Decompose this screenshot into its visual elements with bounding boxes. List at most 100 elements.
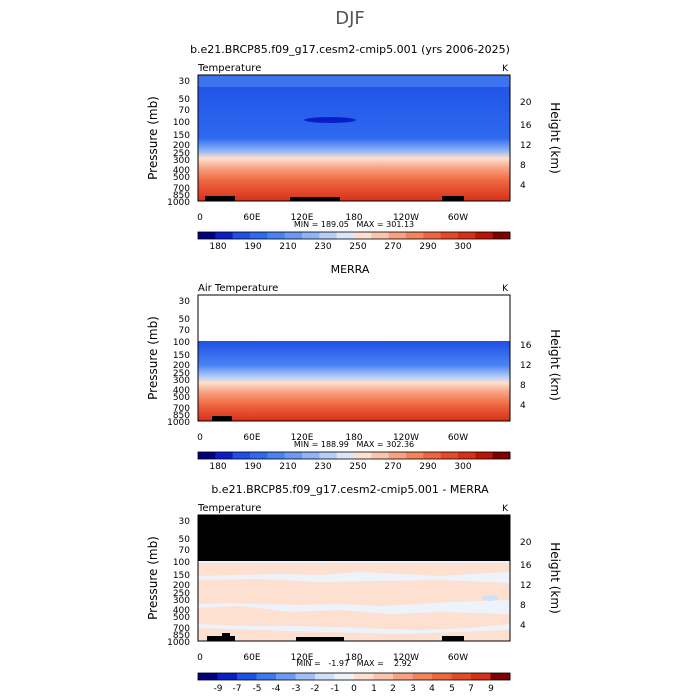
colorbar-frame: [197, 672, 511, 681]
colorbar-swatch: [284, 232, 303, 239]
pressure-tick-label: 50: [179, 95, 191, 105]
colorbar-swatch: [373, 673, 394, 680]
x-tick-label: 180: [345, 653, 362, 663]
x-tick-label: 0: [197, 433, 203, 443]
colorbar-label: 1: [371, 684, 377, 694]
colorbar-label: 230: [314, 242, 331, 252]
colorbar-swatch: [458, 232, 476, 239]
units-label: K: [502, 504, 509, 514]
topography-mask: [442, 636, 464, 641]
pressure-tick-label: 200: [173, 581, 190, 591]
pressure-tick-label: 300: [173, 376, 190, 386]
colorbar-label: -1: [331, 684, 340, 694]
colorbar: [197, 672, 511, 681]
pressure-tick-label: 100: [173, 338, 190, 348]
colorbar-label: 9: [488, 684, 494, 694]
x-tick-label: 120E: [291, 653, 314, 663]
topography-mask: [290, 197, 340, 201]
pressure-tick-label: 400: [173, 166, 190, 176]
colorbar-swatch: [406, 232, 424, 239]
colorbar-swatch: [440, 232, 459, 239]
colorbar-swatch: [198, 673, 218, 680]
topography-mask: [212, 416, 232, 421]
page-title: DJF: [335, 8, 365, 29]
pressure-tick-label: 100: [173, 558, 190, 568]
colorbar-swatch: [412, 673, 433, 680]
colorbar-frame: [197, 231, 511, 240]
topography-mask: [205, 196, 235, 201]
x-tick-label: 180: [345, 213, 362, 223]
cold-core-contour: [304, 117, 356, 123]
colorbar-swatch: [302, 232, 320, 239]
x-tick-labels: 0 60E 120E 180 120W 60W: [197, 433, 468, 443]
pressure-tick-label: 50: [179, 535, 191, 545]
colorbar-swatch: [492, 452, 511, 459]
colorbar-swatch: [336, 232, 355, 239]
pressure-tick-label: 400: [173, 606, 190, 616]
pressure-tick-label: 700: [173, 404, 190, 414]
height-tick-label: 8: [520, 161, 526, 171]
colorbar-labels: -9 -7 -5 -4 -3 -2 -1 0 1 2 3 4 5 7 9: [214, 684, 495, 694]
variable-label: Temperature: [197, 503, 261, 514]
height-tick-label: 8: [520, 381, 526, 391]
panel-title: MERRA: [331, 263, 370, 276]
colorbar-label: -4: [272, 684, 281, 694]
colorbar-swatch: [471, 673, 491, 680]
height-tick-label: 4: [520, 401, 526, 411]
pressure-tick-label: 150: [173, 131, 190, 141]
pressure-tick-label: 250: [173, 149, 190, 159]
colorbar-label: 7: [468, 684, 474, 694]
colorbar-swatch: [232, 452, 251, 459]
x-tick-label: 120W: [393, 653, 419, 663]
pressure-tick-label: 1000: [167, 198, 190, 208]
colorbar-label: 0: [351, 684, 357, 694]
panel-model: b.e21.BRCP85.f09_g17.cesm2-cmip5.001 (yr…: [146, 43, 562, 252]
colorbar-swatch: [388, 452, 407, 459]
x-tick-label: 60E: [243, 653, 260, 663]
pressure-tick-labels: 30 50 70 100 150 200 250 300 400 500 700…: [167, 297, 190, 428]
pressure-tick-label: 150: [173, 351, 190, 361]
colorbar-swatch: [336, 452, 355, 459]
pressure-tick-label: 400: [173, 386, 190, 396]
colorbar-swatch: [440, 452, 459, 459]
colorbar-label: 210: [279, 242, 296, 252]
height-tick-labels: 20 16 12 8 4: [520, 98, 532, 191]
colorbar-swatch: [198, 232, 216, 239]
plot-frame: [197, 514, 511, 642]
colorbar-swatch: [475, 452, 493, 459]
colorbar-swatch: [451, 673, 472, 680]
positive-anomaly-region: [198, 628, 510, 641]
pressure-tick-label: 850: [173, 191, 190, 201]
x-tick-label: 60E: [243, 213, 260, 223]
pressure-tick-labels: 30 50 70 100 150 200 250 300 400 500 700…: [167, 517, 190, 648]
colorbar-swatch: [284, 452, 303, 459]
x-tick-label: 60W: [448, 433, 468, 443]
pressure-tick-label: 300: [173, 156, 190, 166]
pressure-tick-label: 700: [173, 624, 190, 634]
colorbar-label: -2: [311, 684, 320, 694]
y-axis-label-right: Height (km): [548, 329, 562, 400]
panel-title: b.e21.BRCP85.f09_g17.cesm2-cmip5.001 - M…: [211, 483, 489, 496]
y-axis-label: Pressure (mb): [146, 536, 160, 620]
colorbar-swatch: [315, 673, 335, 680]
colorbar-swatch: [267, 232, 285, 239]
temperature-field: [198, 75, 510, 201]
colorbar-swatch: [237, 673, 257, 680]
height-tick-label: 4: [520, 621, 526, 631]
height-tick-label: 4: [520, 181, 526, 191]
colorbar-swatch: [354, 452, 372, 459]
height-tick-label: 16: [520, 341, 532, 351]
pressure-tick-label: 500: [173, 173, 190, 183]
pressure-tick-label: 100: [173, 118, 190, 128]
pressure-tick-label: 70: [179, 326, 191, 336]
variable-label: Temperature: [197, 63, 261, 74]
colorbar-label: 290: [419, 462, 436, 472]
x-tick-label: 0: [197, 213, 203, 223]
colorbar-swatch: [295, 673, 316, 680]
height-tick-label: 16: [520, 121, 532, 131]
colorbar-swatch: [423, 232, 441, 239]
colorbar-swatch: [354, 673, 374, 680]
pressure-tick-label: 250: [173, 589, 190, 599]
colorbar-swatch: [256, 673, 277, 680]
colorbar-label: 250: [349, 462, 366, 472]
